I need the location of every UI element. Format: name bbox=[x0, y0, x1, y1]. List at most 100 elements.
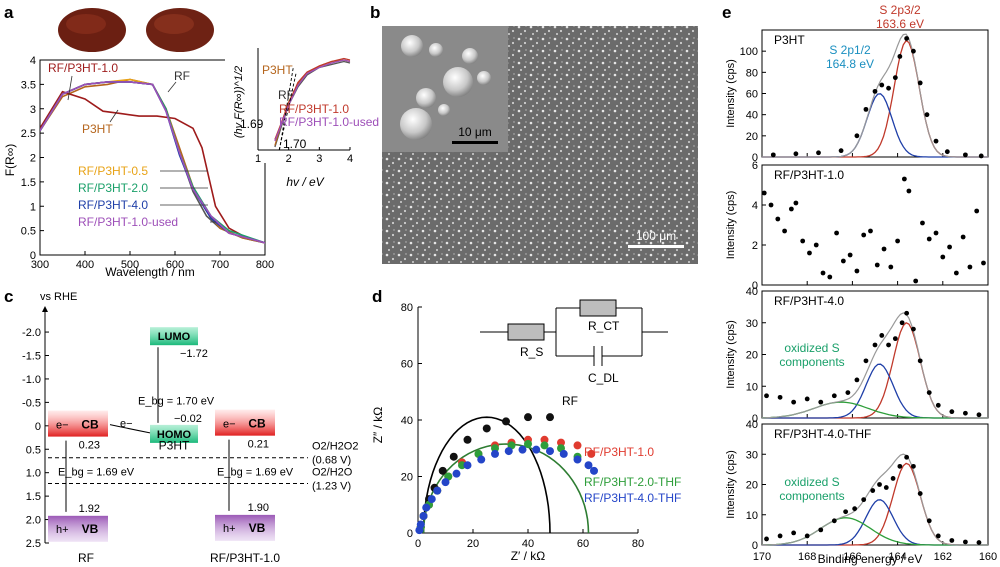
data-point-e bbox=[761, 190, 767, 196]
inset-xlabel: hv / eV bbox=[286, 175, 324, 189]
data-point-e bbox=[775, 216, 781, 222]
inset-x-tick-label: 3 bbox=[316, 153, 322, 165]
y-tick-label-e: 80 bbox=[746, 67, 758, 79]
y-tick-label-e: 0 bbox=[752, 540, 758, 552]
sem-sphere bbox=[438, 104, 450, 116]
inset-x-tick-label: 4 bbox=[347, 153, 353, 165]
data-point-e bbox=[933, 138, 939, 144]
redox-label: O2/H2O bbox=[312, 466, 353, 478]
peak-envelope bbox=[762, 453, 988, 546]
point-RF/P3HT-4.0-THF bbox=[416, 520, 425, 529]
point-RF/P3HT-4.0-THF bbox=[477, 455, 486, 464]
annotation-s2p12: S 2p1/2 bbox=[829, 43, 871, 57]
data-point-e bbox=[793, 200, 799, 206]
data-point-e bbox=[911, 326, 916, 332]
series-line-RF/P3HT-1.0 bbox=[40, 90, 265, 244]
annotation-leader-3 bbox=[109, 109, 119, 123]
p3ht-homo-band bbox=[150, 424, 198, 443]
annotation-p3ht: P3HT bbox=[82, 122, 113, 136]
point-RF/P3HT-4.0-THF bbox=[590, 466, 598, 475]
ylabel-c: vs RHE bbox=[40, 291, 77, 303]
data-point-e bbox=[879, 82, 885, 88]
rfp3ht-electron: e− bbox=[223, 419, 236, 431]
p3ht-name: P3HT bbox=[159, 438, 190, 452]
annotation-oxidized: oxidized S bbox=[784, 341, 839, 355]
point-RF/P3HT-4.0-THF bbox=[427, 495, 436, 504]
data-point-e bbox=[879, 333, 885, 338]
data-point-e bbox=[892, 75, 898, 81]
data-point-e bbox=[904, 310, 910, 316]
circuit-label-cdl: C_DL bbox=[588, 371, 619, 385]
transfer-electron: e− bbox=[120, 418, 133, 430]
data-point-e bbox=[906, 188, 912, 194]
p3ht-lumo-label: LUMO bbox=[158, 331, 191, 343]
data-point-e bbox=[904, 36, 910, 41]
data-point-e bbox=[768, 202, 774, 208]
data-point-e bbox=[840, 258, 846, 264]
circuit-label-rct: R_CT bbox=[588, 319, 620, 333]
y-tick-label-c: 0 bbox=[35, 421, 41, 433]
data-point-e bbox=[847, 252, 853, 258]
annotation-s2p12-energy: 164.8 eV bbox=[826, 57, 874, 71]
rf-vb-label: VB bbox=[82, 522, 99, 536]
rf-cb-value: 0.23 bbox=[79, 440, 100, 452]
data-point-e bbox=[818, 399, 824, 405]
series-label-d: RF bbox=[562, 394, 578, 408]
y-tick-label-c: -1.5 bbox=[22, 351, 41, 363]
x-tick-label-d: 40 bbox=[522, 538, 534, 550]
y-tick-label-e: 0 bbox=[752, 280, 758, 292]
point-RF/P3HT-4.0-THF bbox=[573, 455, 582, 464]
data-point-e bbox=[897, 54, 903, 59]
point-RF/P3HT-4.0-THF bbox=[463, 461, 472, 470]
powder-photo-2-highlight bbox=[154, 14, 194, 34]
x-tick-label-e: 170 bbox=[753, 551, 771, 563]
point-RF/P3HT-4.0-THF bbox=[422, 503, 431, 512]
y-tick-label-c: -1.0 bbox=[22, 374, 41, 386]
data-point-e bbox=[901, 176, 907, 182]
annotation-leader-2 bbox=[167, 81, 177, 93]
data-point-e bbox=[940, 254, 946, 260]
panel-label-e: e bbox=[722, 3, 731, 22]
data-point-e bbox=[764, 536, 769, 542]
data-point-e bbox=[981, 260, 986, 266]
data-point-e bbox=[892, 336, 898, 342]
data-point-e bbox=[764, 393, 769, 399]
point-RF/P3HT-4.0-THF bbox=[433, 486, 442, 495]
point-RF/P3HT-4.0-THF bbox=[452, 469, 461, 478]
subplot-title: RF/P3HT-4.0 bbox=[774, 294, 844, 308]
ylabel-e: Intensity (cps) bbox=[725, 320, 737, 388]
data-point-e bbox=[872, 342, 878, 348]
x-tick-label-a: 500 bbox=[121, 259, 139, 271]
data-point-e bbox=[770, 152, 776, 158]
inset-label-RF: RF bbox=[278, 88, 294, 102]
sem-sphere bbox=[401, 35, 423, 57]
point-RF/P3HT-2.0-THF bbox=[540, 441, 549, 450]
y-tick-label-c: 2.5 bbox=[26, 538, 41, 550]
x-tick-label-a: 700 bbox=[211, 259, 229, 271]
data-point-e bbox=[897, 463, 903, 469]
y-tick-label-e: 20 bbox=[746, 131, 758, 143]
data-point-e bbox=[899, 320, 905, 326]
data-point-e bbox=[978, 153, 984, 159]
data-point-e bbox=[960, 234, 966, 240]
annotation-leader-1 bbox=[67, 75, 73, 101]
y-tick-label-e: 100 bbox=[740, 46, 758, 58]
data-point-e bbox=[845, 390, 851, 395]
inset-x-tick-label: 2 bbox=[286, 153, 292, 165]
panel-label-b: b bbox=[370, 3, 380, 22]
data-point-e bbox=[804, 396, 810, 402]
point-RF/P3HT-2.0-THF bbox=[458, 461, 466, 470]
y-tick-label-e: 0 bbox=[752, 152, 758, 164]
point-RF bbox=[438, 466, 447, 475]
data-point-e bbox=[886, 85, 891, 91]
subplot-title: RF/P3HT-4.0-THF bbox=[774, 427, 871, 441]
ylabel-d: Z″ / kΩ bbox=[371, 407, 385, 444]
point-RF/P3HT-4.0-THF bbox=[441, 478, 450, 487]
peak-component bbox=[762, 93, 988, 158]
y-tick-label-e: 30 bbox=[746, 449, 758, 461]
circuit-resistor-rs bbox=[507, 323, 545, 341]
data-point-e bbox=[911, 48, 916, 54]
sem-sphere bbox=[429, 43, 443, 57]
data-point-e bbox=[917, 491, 923, 496]
